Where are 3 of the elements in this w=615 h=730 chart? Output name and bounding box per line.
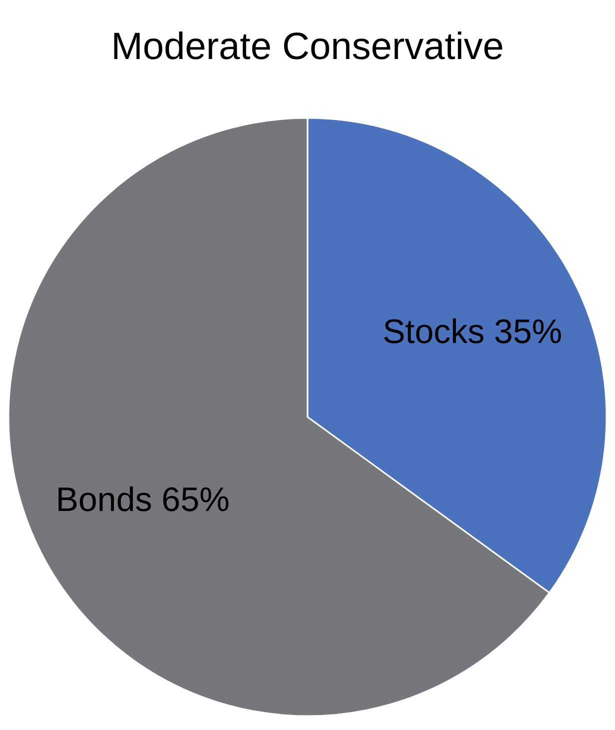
slice-label: Bonds 65% [56, 480, 230, 519]
chart-title: Moderate Conservative [111, 26, 504, 68]
slice-label: Stocks 35% [382, 313, 562, 352]
